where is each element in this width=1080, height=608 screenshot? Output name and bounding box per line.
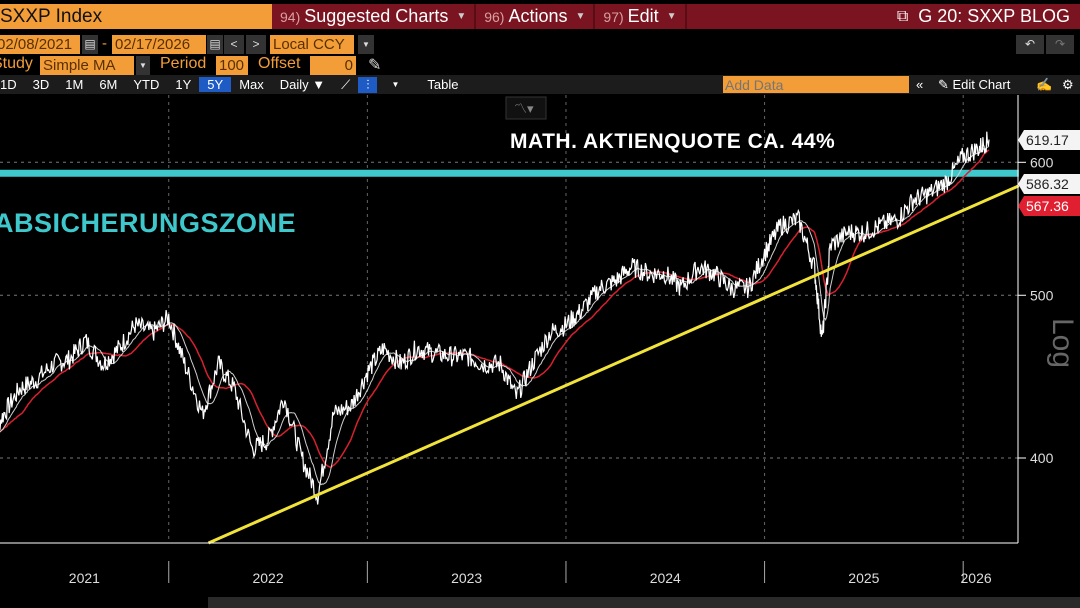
date-separator: - <box>102 35 107 52</box>
study-label: Study <box>0 55 33 72</box>
period-1m[interactable]: 1M <box>65 77 84 92</box>
chart-toolbar: 1D 3D 1M 6M YTD 1Y 5Y Max Daily ▼ ⟋ ⫶ ▼ … <box>0 75 1080 94</box>
caret-down-icon: ▼ <box>456 11 467 22</box>
header-bar: SXXP Index 94) Suggested Charts ▼ 96) Actio… <box>0 4 1080 29</box>
end-date-field[interactable]: 02/17/2026 <box>112 35 206 54</box>
caret-down-icon: ▼ <box>666 11 677 22</box>
period-ytd[interactable]: YTD <box>133 77 160 92</box>
caret-down-icon: ▼ <box>575 11 586 22</box>
chart-title: G 20: SXXP BLOG <box>918 6 1070 26</box>
menu-number: 94) <box>280 8 301 25</box>
annotation-absicherungszone: ABSICHERUNGSZONE <box>0 208 297 238</box>
trend-line <box>207 184 1020 545</box>
menu-number: 97) <box>603 8 624 25</box>
annotation-aktienquote: MATH. AKTIENQUOTE CA. 44% <box>510 130 836 153</box>
period-field[interactable]: 100 <box>216 56 248 75</box>
currency-select[interactable]: Local CCY <box>270 35 354 54</box>
x-tick-label: 2024 <box>650 570 681 586</box>
menu-number: 96) <box>484 8 505 25</box>
caret-down-icon[interactable]: ▼ <box>136 56 150 75</box>
menu-label: Actions <box>508 6 568 26</box>
prev-button[interactable]: < <box>224 35 244 54</box>
offset-label: Offset <box>258 55 301 72</box>
edit-chart-label: Edit Chart <box>952 76 1011 92</box>
period-label: Period <box>160 55 207 72</box>
table-button[interactable]: Table <box>427 77 459 92</box>
undo-button[interactable]: ↶ <box>1016 35 1044 54</box>
scrollbar[interactable] <box>208 597 1080 608</box>
y-tick-label: 600 <box>1030 154 1054 170</box>
caret-down-icon[interactable]: ▼ <box>391 80 400 89</box>
y-tick-label: 400 <box>1030 450 1054 466</box>
line-chart-icon[interactable]: 〽▾ <box>514 101 534 116</box>
ma-long-line <box>0 149 990 469</box>
menu-suggested-charts[interactable]: 94) Suggested Charts ▼ <box>272 4 477 29</box>
gear-icon[interactable]: ⚙ <box>1062 76 1074 92</box>
pencil-icon[interactable]: ✎ <box>368 57 382 74</box>
offset-field[interactable]: 0 <box>310 56 356 75</box>
period-max[interactable]: Max <box>239 77 264 92</box>
price-chart: 400 500 600 2021 2022 2023 2024 2025 2026 〽▾ <box>0 95 1080 608</box>
next-button[interactable]: > <box>246 35 266 54</box>
popout-icon[interactable]: ⧉ <box>896 7 909 25</box>
bar-chart-icon[interactable]: ⫶ <box>358 76 378 93</box>
x-tick-label: 2022 <box>252 570 283 586</box>
last-price-label: 619.17 <box>1018 130 1080 150</box>
x-tick-label: 2025 <box>848 570 879 586</box>
start-date-field[interactable]: 02/08/2021 <box>0 35 80 54</box>
period-3d[interactable]: 3D <box>32 77 50 92</box>
menu-label: Edit <box>627 6 659 26</box>
annotate-icon[interactable]: ✍ <box>1036 76 1053 92</box>
x-tick-label: 2021 <box>69 570 100 586</box>
calendar-icon[interactable]: ▤ <box>207 35 223 54</box>
chart-type-button[interactable] <box>505 96 547 120</box>
period-6m[interactable]: 6M <box>99 77 118 92</box>
ma-short-line <box>0 145 990 486</box>
collapse-icon[interactable]: « <box>916 77 924 92</box>
frequency-select[interactable]: Daily ▼ <box>279 77 326 92</box>
menu-label: Suggested Charts <box>304 6 449 26</box>
security-field[interactable]: SXXP Index <box>0 4 272 29</box>
period-5y[interactable]: 5Y <box>199 77 232 92</box>
period-1d[interactable]: 1D <box>0 77 17 92</box>
x-tick-label: 2023 <box>451 570 482 586</box>
price-line <box>0 131 990 505</box>
add-data-input[interactable] <box>723 76 909 93</box>
x-tick-label: 2026 <box>961 570 992 586</box>
y-tick-label: 500 <box>1030 287 1054 303</box>
edit-chart-button[interactable]: ✎ Edit Chart <box>938 76 1011 92</box>
ma-long-label: 567.36 <box>1018 196 1080 216</box>
line-chart-icon[interactable]: ⟋ <box>341 76 351 92</box>
ma-short-label: 586.32 <box>1018 174 1080 194</box>
study-select[interactable]: Simple MA <box>40 56 134 75</box>
caret-down-icon[interactable]: ▼ <box>358 35 374 54</box>
y-axis-label: Log <box>1046 318 1079 369</box>
redo-button[interactable]: ↷ <box>1046 35 1074 54</box>
period-1y[interactable]: 1Y <box>175 77 192 92</box>
calendar-icon[interactable]: ▤ <box>82 35 98 54</box>
menu-edit[interactable]: 97) Edit ▼ <box>595 4 687 29</box>
menu-actions[interactable]: 96) Actions ▼ <box>476 4 596 29</box>
